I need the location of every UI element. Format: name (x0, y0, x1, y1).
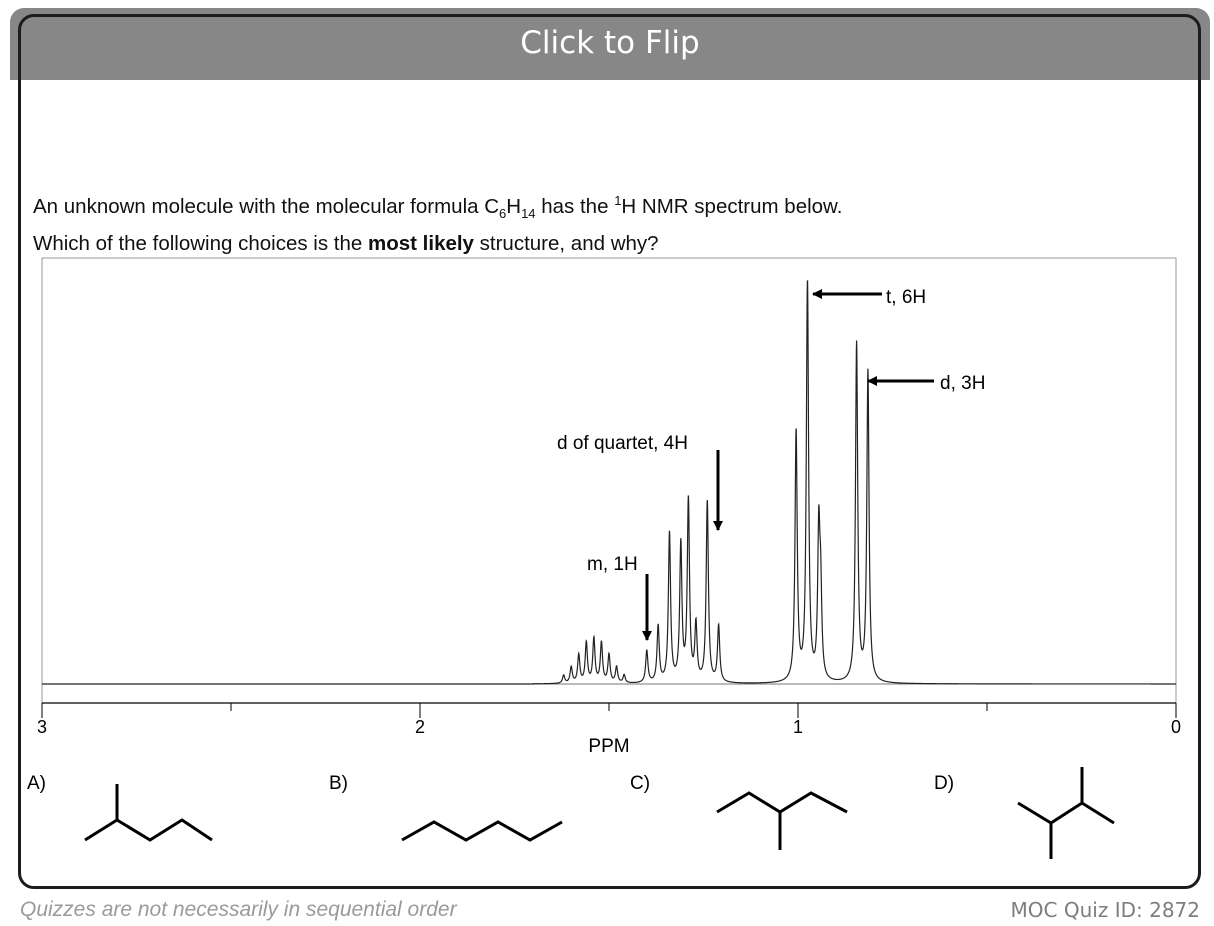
choice-d-label: D) (934, 773, 954, 794)
choice-d-structure (1017, 801, 1115, 825)
annotation-label-t-6h: t, 6H (886, 287, 926, 308)
sequential-order-note: Quizzes are not necessarily in sequentia… (20, 898, 457, 921)
choice-a-label: A) (27, 773, 46, 794)
click-to-flip-button[interactable]: Click to Flip (520, 25, 700, 61)
annotations: t, 6H d, 3H d of quartet, 4H m, 1H (557, 287, 985, 641)
choice-b[interactable]: B) (329, 773, 563, 842)
question-line-1: An unknown molecule with the molecular f… (33, 193, 843, 221)
quiz-id: MOC Quiz ID: 2872 (1010, 898, 1200, 922)
plot-area-frame (41, 257, 1177, 704)
question-line-2: Which of the following choices is the mo… (33, 231, 659, 255)
question-text: An unknown molecule with the molecular f… (33, 186, 842, 259)
annotation-label-m-1h: m, 1H (587, 554, 638, 575)
flip-header-bar[interactable]: Click to Flip (10, 8, 1210, 80)
x-tick-label: 1 (793, 717, 803, 737)
choice-b-label: B) (329, 773, 348, 794)
x-tick-label: 0 (1171, 717, 1181, 737)
x-tick-label: 2 (415, 717, 425, 737)
choice-b-structure (401, 820, 563, 842)
choice-a[interactable]: A) (27, 773, 213, 842)
choice-d[interactable]: D) (934, 767, 1115, 859)
choice-c-label: C) (630, 773, 650, 794)
choice-c[interactable]: C) (630, 773, 848, 850)
annotation-label-d-3h: d, 3H (940, 373, 985, 394)
x-axis-label: PPM (588, 736, 629, 757)
x-tick-label: 3 (37, 717, 47, 737)
annotation-label-d-of-quartet-4h: d of quartet, 4H (557, 433, 688, 454)
choice-a-structure (84, 818, 213, 842)
spectrum-trace (42, 280, 1177, 685)
flashcard-frame[interactable] (18, 14, 1201, 889)
